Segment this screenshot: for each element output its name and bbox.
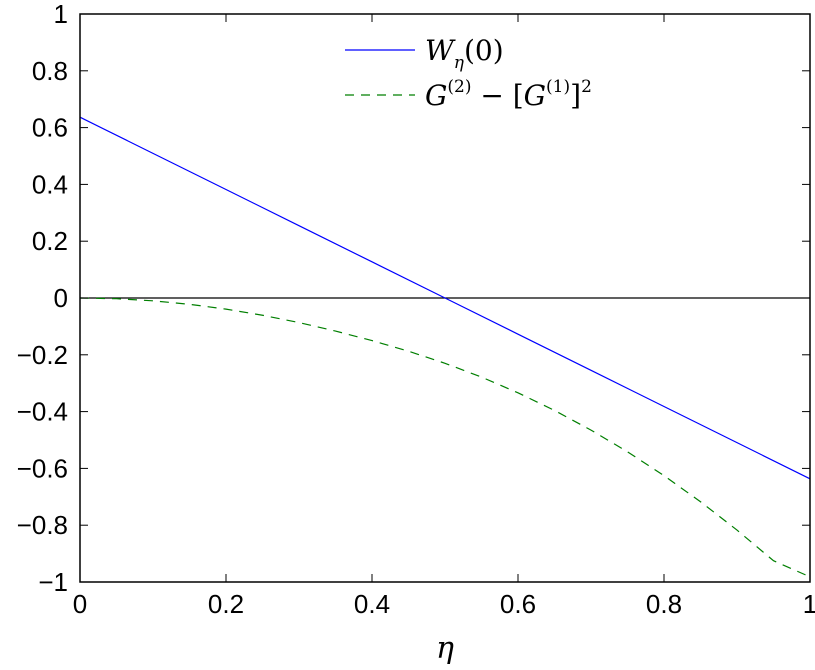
y-tick-label: −0.2 bbox=[17, 340, 68, 370]
y-tick-label: −1 bbox=[38, 567, 68, 597]
y-tick-label: 0 bbox=[54, 283, 68, 313]
series-line-2 bbox=[79, 297, 811, 578]
y-tick-label: 1 bbox=[54, 0, 68, 29]
legend: Wη(0) G(2) − [G(1)]2 bbox=[345, 34, 592, 112]
x-axis-label: η bbox=[436, 631, 454, 666]
y-tick-label: −0.8 bbox=[17, 510, 68, 540]
y-tick-label: 0.8 bbox=[32, 56, 68, 86]
x-tick-label: 0.6 bbox=[500, 589, 536, 619]
x-tick-label: 0 bbox=[73, 589, 87, 619]
y-tick-label: 0.6 bbox=[32, 113, 68, 143]
x-tick-label: 0.8 bbox=[646, 589, 682, 619]
y-tick-label: −0.4 bbox=[17, 397, 68, 427]
series-line-1 bbox=[79, 116, 811, 480]
legend-label-series-2: G(2) − [G(1)]2 bbox=[425, 77, 592, 112]
x-tick-label: 0.2 bbox=[208, 589, 244, 619]
y-tick-label: 0.4 bbox=[32, 169, 68, 199]
y-tick-label: 0.2 bbox=[32, 226, 68, 256]
x-tick-label: 1 bbox=[803, 589, 815, 619]
y-tick-label: −0.6 bbox=[17, 453, 68, 483]
legend-label-series-1: Wη(0) bbox=[425, 34, 504, 73]
x-tick-label: 0.4 bbox=[354, 589, 390, 619]
